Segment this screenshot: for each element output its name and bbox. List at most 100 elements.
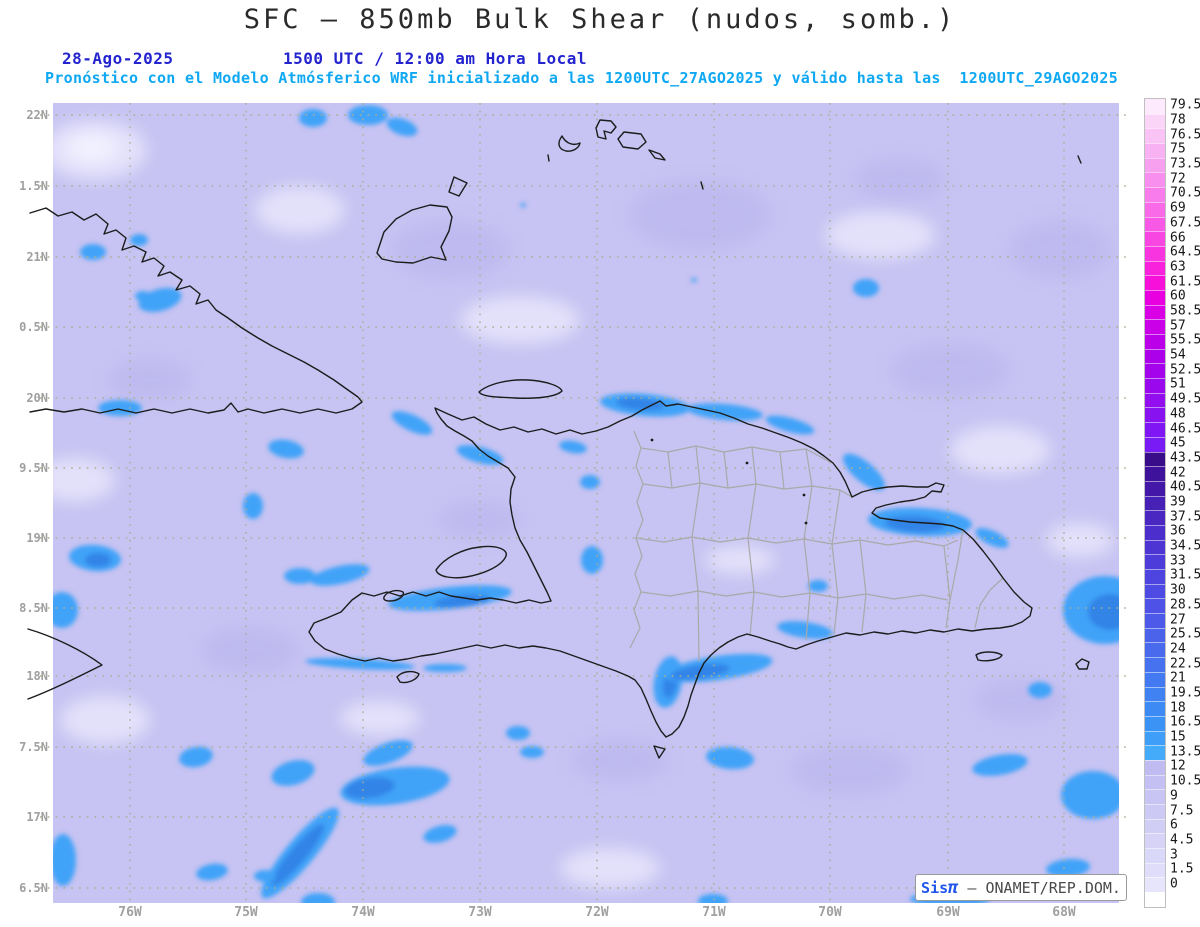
colorbar-segment xyxy=(1145,392,1165,408)
colorbar-tick-label: 42 xyxy=(1170,465,1186,481)
watermark-text: – ONAMET/REP.DOM. xyxy=(958,878,1121,897)
colorbar-segment xyxy=(1145,539,1165,555)
coast-beata-island xyxy=(653,745,666,759)
colorbar-segment xyxy=(1145,510,1165,525)
colorbar-tick-label: 63 xyxy=(1170,259,1186,275)
colorbar-tick-label: 9 xyxy=(1170,788,1178,804)
colorbar-segment xyxy=(1145,187,1165,202)
colorbar-tick-label: 3 xyxy=(1170,847,1178,863)
colorbar-tick-label: 67.5 xyxy=(1170,215,1200,231)
lat-tick-label: 19N xyxy=(26,531,48,545)
colorbar-segment xyxy=(1145,789,1165,804)
colorbar-segment xyxy=(1145,128,1165,144)
lon-tick-label: 71W xyxy=(702,905,726,920)
graticule xyxy=(40,103,1131,908)
shear-field xyxy=(53,103,1119,903)
watermark-badge: Sis π – ONAMET/REP.DOM. xyxy=(915,874,1127,901)
coast-tortue-island xyxy=(478,379,563,399)
lat-tick-label: 0.5N xyxy=(19,320,48,334)
colorbar-segment xyxy=(1145,378,1165,393)
lat-tick-label: 8.5N xyxy=(19,601,48,615)
colorbar-tick-label: 6 xyxy=(1170,817,1178,833)
colorbar-tick-label: 52.5 xyxy=(1170,362,1200,378)
page-title: SFC – 850mb Bulk Shear (nudos, somb.) xyxy=(243,4,957,35)
coast-providenciales xyxy=(595,119,617,140)
colorbar-segment xyxy=(1145,877,1165,893)
colorbar-tick-label: 55.5 xyxy=(1170,332,1200,348)
colorbar-segment xyxy=(1145,363,1165,379)
colorbar-tick-label: 49.5 xyxy=(1170,391,1200,407)
lat-tick-label: 1.5N xyxy=(19,179,48,193)
colorbar-tick-label: 7.5 xyxy=(1170,803,1194,818)
colorbar-tick-label: 58.5 xyxy=(1170,303,1200,319)
colorbar-tick-label: 48 xyxy=(1170,406,1186,422)
colorbar-segment xyxy=(1145,334,1165,349)
colorbar-segment xyxy=(1145,554,1165,569)
colorbar-segment xyxy=(1145,495,1165,511)
coast-ile-a-vache xyxy=(396,670,420,684)
forecast-date: 28-Ago-2025 xyxy=(62,49,174,68)
colorbar-segment xyxy=(1145,157,1165,173)
colorbar-tick-label: 39 xyxy=(1170,494,1186,510)
colorbar-tick-label: 66 xyxy=(1170,230,1186,246)
colorbar-tick-label: 33 xyxy=(1170,553,1186,569)
colorbar-segment xyxy=(1145,289,1165,305)
colorbar-segment xyxy=(1145,319,1165,334)
colorbar-segment xyxy=(1145,657,1165,672)
colorbar-tick-label: 43.5 xyxy=(1170,450,1200,466)
colorbar-tick-label: 79.5 xyxy=(1170,97,1200,113)
colorbar-segment xyxy=(1145,759,1165,775)
colorbar-segment xyxy=(1145,569,1165,584)
colorbar-segment xyxy=(1145,642,1165,658)
coast-saona-island xyxy=(975,651,1003,662)
colorbar-segment xyxy=(1145,260,1165,276)
colorbar-tick-label: 60 xyxy=(1170,288,1186,304)
colorbar-tick-label: 30 xyxy=(1170,582,1186,598)
colorbar-segment xyxy=(1145,804,1165,819)
lon-tick-label: 75W xyxy=(234,905,258,920)
coast-little-inagua xyxy=(448,176,468,197)
colorbar-segment xyxy=(1145,598,1165,614)
colorbar-tick-label: 12 xyxy=(1170,758,1186,774)
colorbar-tick-label: 10.5 xyxy=(1170,773,1200,789)
colorbar-segment xyxy=(1145,524,1165,540)
colorbar-segment xyxy=(1145,730,1165,746)
colorbar-segment xyxy=(1145,422,1165,437)
province-borders xyxy=(629,430,1004,663)
colorbar-tick-label: 64.5 xyxy=(1170,244,1200,260)
colorbar-segment xyxy=(1145,686,1165,702)
colorbar-tick-label: 25.5 xyxy=(1170,626,1200,642)
colorbar-segment xyxy=(1145,613,1165,628)
colorbar-tick-label: 18 xyxy=(1170,700,1186,716)
colorbar-segment xyxy=(1145,275,1165,290)
colorbar-segment xyxy=(1145,245,1165,261)
colorbar-tick-label: 21 xyxy=(1170,670,1186,686)
colorbar-segment xyxy=(1145,701,1165,716)
colorbar-tick-label: 4.5 xyxy=(1170,832,1194,848)
coast-gonave-island xyxy=(435,545,507,579)
colorbar-segment xyxy=(1145,143,1165,158)
colorbar-tick-label: 45 xyxy=(1170,435,1186,451)
coast-cuba xyxy=(29,207,363,414)
colorbar-tick-label: 15 xyxy=(1170,729,1186,745)
colorbar-tick-label: 46.5 xyxy=(1170,421,1200,437)
colorbar-tick-label: 27 xyxy=(1170,612,1186,628)
lat-tick-label: 6.5N xyxy=(19,881,48,895)
lon-tick-label: 70W xyxy=(818,905,842,920)
colorbar-segment xyxy=(1145,304,1165,320)
lat-tick-label: 20N xyxy=(26,391,48,405)
lon-tick-label: 73W xyxy=(468,905,492,920)
colorbar-segment xyxy=(1145,715,1165,731)
colorbar-tick-label: 73.5 xyxy=(1170,156,1200,172)
colorbar-segment xyxy=(1145,480,1165,496)
colorbar-segment xyxy=(1145,818,1165,834)
lon-tick-label: 68W xyxy=(1052,905,1076,920)
lat-tick-label: 22N xyxy=(26,108,48,122)
colorbar-segment xyxy=(1145,201,1165,217)
colorbar-tick-label: 61.5 xyxy=(1170,274,1200,290)
lon-tick-label: 74W xyxy=(351,905,375,920)
colorbar-tick-label: 36 xyxy=(1170,523,1186,539)
colorbar-tick-label: 28.5 xyxy=(1170,597,1200,613)
colorbar-tick-label: 34.5 xyxy=(1170,538,1200,554)
